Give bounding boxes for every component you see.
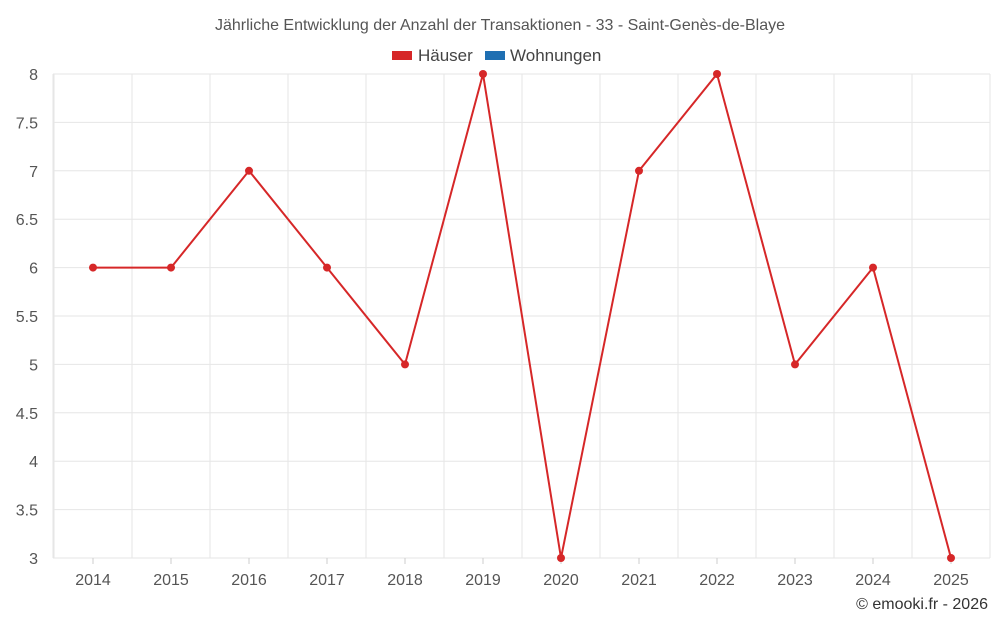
x-tick-label: 2022 <box>699 572 735 589</box>
series-layer <box>89 70 955 562</box>
y-tick-label: 5.5 <box>16 309 38 326</box>
data-point[interactable] <box>869 263 877 272</box>
legend-swatch-wohnungen <box>485 51 505 60</box>
x-tick-label: 2018 <box>387 572 423 589</box>
x-tick-label: 2017 <box>309 572 345 589</box>
data-point[interactable] <box>323 263 331 272</box>
legend-label-wohnungen: Wohnungen <box>510 46 601 65</box>
data-point[interactable] <box>89 263 97 272</box>
legend-label-haeuser: Häuser <box>418 46 473 65</box>
y-axis: 3 3.5 4 4.5 5 5.5 6 6.5 7 7.5 8 <box>16 67 38 568</box>
y-tick-label: 4 <box>29 454 38 471</box>
data-point[interactable] <box>635 166 643 175</box>
y-tick-label: 4.5 <box>16 406 38 423</box>
data-point[interactable] <box>713 70 721 78</box>
y-tick-label: 6 <box>29 261 38 278</box>
y-tick-label: 8 <box>29 67 38 84</box>
chart-title: Jährliche Entwicklung der Anzahl der Tra… <box>215 17 785 34</box>
data-point[interactable] <box>167 263 175 272</box>
x-tick-label: 2019 <box>465 572 501 589</box>
y-tick-label: 3 <box>29 551 38 568</box>
x-axis: 2014 2015 2016 2017 2018 2019 2020 2021 2022 2023… <box>75 558 969 589</box>
legend: Häuser Wohnungen <box>392 46 601 65</box>
x-tick-label: 2024 <box>855 572 891 589</box>
credit-text: © emooki.fr - 2026 <box>856 596 988 613</box>
x-tick-label: 2016 <box>231 572 267 589</box>
y-tick-label: 6.5 <box>16 212 38 229</box>
data-point[interactable] <box>479 70 487 78</box>
data-point[interactable] <box>245 166 253 175</box>
data-point[interactable] <box>791 360 799 369</box>
x-tick-label: 2021 <box>621 572 657 589</box>
legend-swatch-haeuser <box>392 51 412 60</box>
x-tick-label: 2023 <box>777 572 813 589</box>
y-tick-label: 3.5 <box>16 503 38 520</box>
data-point[interactable] <box>557 554 565 562</box>
x-tick-label: 2014 <box>75 572 111 589</box>
data-point[interactable] <box>401 360 409 369</box>
x-tick-label: 2015 <box>153 572 189 589</box>
series-line <box>93 73 952 559</box>
data-point[interactable] <box>947 554 955 562</box>
y-tick-label: 7.5 <box>16 115 38 132</box>
y-tick-label: 7 <box>29 164 38 181</box>
x-tick-label: 2020 <box>543 572 579 589</box>
y-tick-label: 5 <box>29 357 38 374</box>
x-tick-label: 2025 <box>933 572 969 589</box>
